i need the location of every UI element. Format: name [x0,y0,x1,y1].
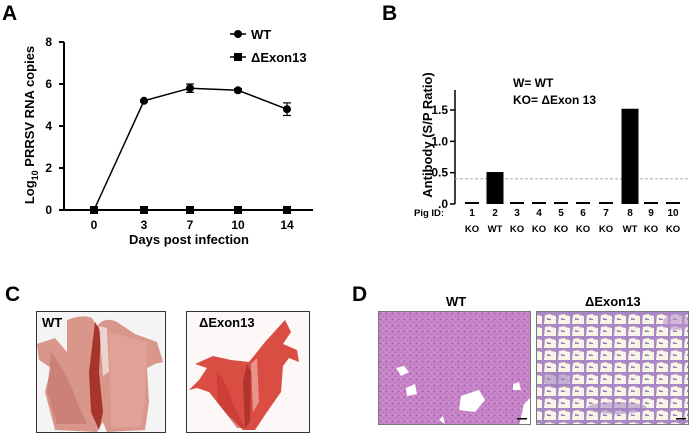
pig-genotype: KO [465,224,479,235]
pig-genotype: WT [623,224,638,235]
panel-b-letter: B [382,2,398,25]
pig-id: 8 [627,208,633,219]
svg-text:Log10 PRRSV RNA copies: Log10 PRRSV RNA copies [22,46,40,204]
panel-a-letter: A [2,2,18,25]
chart-a: Log10 PRRSV RNA copies 0 2 4 6 8 0 3 7 10 14 Day… [22,27,313,247]
panel-d-letter: D [352,283,368,306]
pig-genotype: KO [532,224,546,235]
bar [621,108,639,204]
bar [554,202,568,204]
lung-exon13-label: ΔExon13 [199,315,255,330]
ko-marker [234,206,242,214]
pig-id: 3 [514,208,520,219]
svg-text:KO= ΔExon 13: KO= ΔExon 13 [513,93,596,107]
bar [486,172,504,204]
y-tick-label: 2 [45,161,52,175]
bar [576,202,590,204]
x-tick-label: 10 [231,218,245,232]
svg-text:WT: WT [251,27,271,42]
chart-a-xlabel: Days post infection [129,232,249,247]
bar [666,202,680,204]
y-tick-label: 0 [45,203,52,217]
lung-exon13-illustration [189,320,299,430]
ko-marker [186,206,194,214]
bar [532,202,546,204]
chart-b: Antibody (S/P Ratio) .0 0.5 1.0 1.5 Pig ID:… [414,72,690,235]
histology-wt [378,311,531,425]
bar [644,202,658,204]
y-tick-label: 1.5 [431,103,448,117]
y-tick-label: 0.5 [431,166,448,180]
wt-marker [186,84,194,93]
bar [510,202,524,204]
pig-genotype: KO [576,224,590,235]
x-tick-label: 7 [187,218,194,232]
ko-marker [140,206,148,214]
pig-genotype: WT [488,224,503,235]
chart-b-annotation: W= WT KO= ΔExon 13 [513,76,596,107]
chart-a-legend: WT ΔExon13 [230,27,307,65]
pig-id: 5 [558,208,564,219]
x-tick-label: 3 [141,218,148,232]
lung-photo-exon13: ΔExon13 [186,311,310,433]
histology-exon13 [536,311,689,425]
ko-marker [283,206,291,214]
histology-exon13-title: ΔExon13 [585,294,641,309]
y-tick-label: 1.0 [431,134,448,148]
histology-wt-illustration [379,312,530,424]
svg-text:W= WT: W= WT [513,76,554,90]
chart-a-ylabel: Log10 PRRSV RNA copies [22,46,40,204]
panel-c-letter: C [5,283,21,306]
pig-id: 4 [536,208,542,219]
svg-text:Antibody (S/P Ratio): Antibody (S/P Ratio) [420,72,435,197]
pig-id: 10 [667,208,679,219]
bar [465,202,479,204]
histology-exon13-illustration [537,312,688,424]
y-tick-label: 8 [45,35,52,49]
lung-wt-label: WT [42,315,63,330]
x-tick-label: 14 [280,218,294,232]
pig-genotype: KO [666,224,680,235]
lung-photo-wt: WT [36,311,166,433]
chart-b-ylabel: Antibody (S/P Ratio) [420,72,435,197]
svg-text:ΔExon13: ΔExon13 [251,50,307,65]
lung-wt-illustration [37,316,163,432]
pig-id: 1 [469,208,475,219]
wt-marker [140,96,148,105]
pig-id-label: Pig ID: [414,208,444,219]
pig-genotype: KO [599,224,613,235]
pig-genotype: KO [554,224,568,235]
wt-marker [283,105,291,114]
pig-genotype: KO [644,224,658,235]
pig-genotype: KO [510,224,524,235]
y-tick-label: 4 [45,119,52,133]
bar [599,202,613,204]
pig-id: 2 [492,208,498,219]
pig-id: 6 [580,208,586,219]
y-tick-label: 6 [45,77,52,91]
wt-marker [90,206,98,214]
pig-id: 9 [648,208,654,219]
wt-marker [234,86,242,95]
x-tick-label: 0 [91,218,98,232]
histology-wt-title: WT [446,294,467,309]
pig-id: 7 [603,208,609,219]
y-tick-label: .0 [438,197,448,211]
